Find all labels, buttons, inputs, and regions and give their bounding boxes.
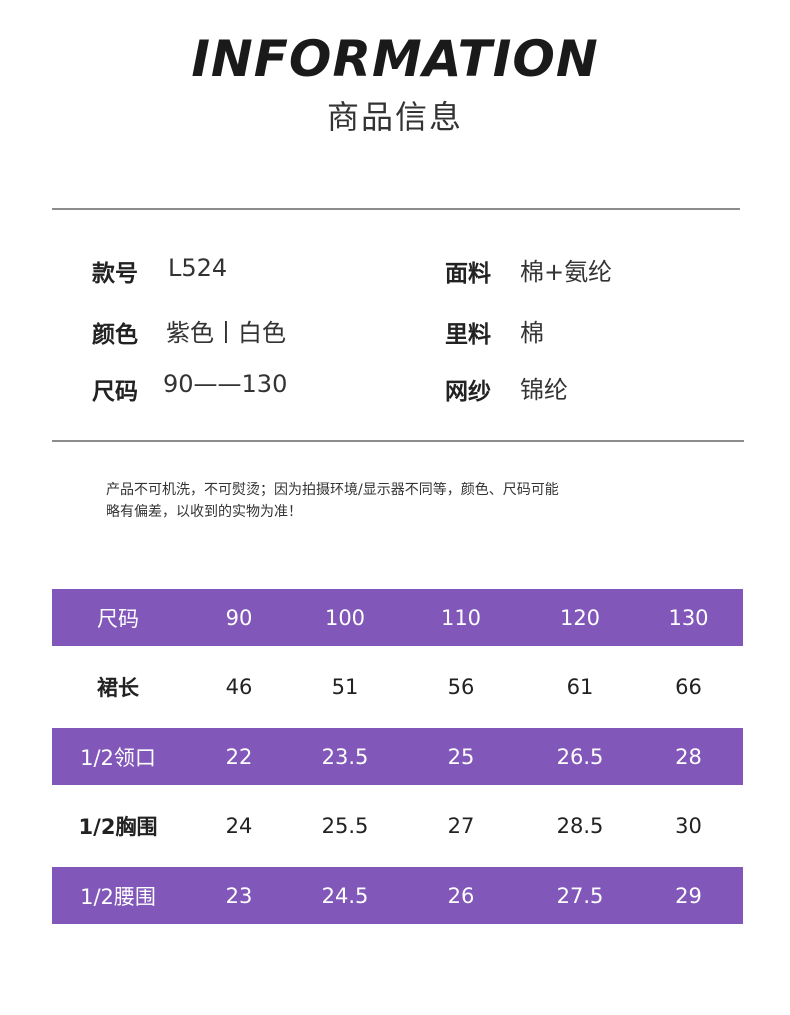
middle-divider [52, 440, 744, 442]
size-range-label: 尺码 [92, 379, 138, 405]
row-label: 1/2领口 [52, 728, 184, 785]
table-cell: 26.5 [526, 728, 634, 785]
fabric-label: 面料 [445, 261, 491, 287]
size-range-value: 90——130 [163, 370, 288, 398]
table-cell: 30 [675, 814, 702, 838]
table-cell: 24 [225, 814, 253, 838]
table-cell: 22 [184, 728, 294, 785]
top-divider [52, 208, 740, 210]
mesh-value: 锦纶 [520, 376, 568, 404]
table-cell: 23 [184, 867, 294, 924]
table-cell: 28 [634, 728, 743, 785]
table-cell: 130 [634, 589, 743, 646]
table-cell: 25 [396, 728, 526, 785]
table-row: 裙长 46 51 56 61 66 [52, 646, 743, 728]
table-row: 1/2领口 22 23.5 25 26.5 28 [52, 728, 743, 785]
table-cell: 61 [566, 675, 594, 699]
care-note-line-2: 略有偏差，以收到的实物为准！ [106, 504, 302, 520]
page-title: INFORMATION [191, 30, 599, 88]
table-cell: 56 [447, 675, 475, 699]
care-note: 产品不可机洗，不可熨烫；因为拍摄环境/显示器不同等，颜色、尺码可能 略有偏差，以… [106, 479, 666, 523]
color-label: 颜色 [92, 322, 138, 348]
style-no-value: L524 [168, 254, 228, 282]
table-cell: 26 [396, 867, 526, 924]
table-cell: 23.5 [294, 728, 396, 785]
row-label: 尺码 [52, 589, 184, 646]
table-cell: 90 [184, 589, 294, 646]
table-cell: 120 [526, 589, 634, 646]
row-label: 1/2腰围 [52, 867, 184, 924]
table-cell: 100 [294, 589, 396, 646]
size-table-header-row: 尺码 90 100 110 120 130 [52, 589, 743, 646]
table-cell: 46 [225, 675, 253, 699]
row-label: 1/2胸围 [78, 815, 158, 839]
table-cell: 25.5 [321, 814, 369, 838]
table-cell: 28.5 [556, 814, 604, 838]
size-table: 尺码 90 100 110 120 130 裙长 46 51 56 61 66 … [52, 589, 743, 924]
table-cell: 51 [331, 675, 359, 699]
table-row: 1/2腰围 23 24.5 26 27.5 29 [52, 867, 743, 924]
page-subtitle: 商品信息 [326, 98, 463, 136]
table-cell: 24.5 [294, 867, 396, 924]
style-no-label: 款号 [92, 261, 138, 287]
lining-value: 棉 [520, 319, 544, 347]
care-note-line-1: 产品不可机洗，不可熨烫；因为拍摄环境/显示器不同等，颜色、尺码可能 [106, 482, 559, 498]
table-cell: 27 [447, 814, 475, 838]
row-label: 裙长 [97, 676, 139, 700]
fabric-value: 棉+氨纶 [520, 258, 613, 286]
mesh-label: 网纱 [445, 379, 491, 405]
lining-label: 里料 [445, 322, 491, 348]
table-cell: 27.5 [526, 867, 634, 924]
table-cell: 110 [396, 589, 526, 646]
table-cell: 66 [675, 675, 702, 699]
table-row: 1/2胸围 24 25.5 27 28.5 30 [52, 785, 743, 867]
table-cell: 29 [634, 867, 743, 924]
color-value: 紫色丨白色 [166, 319, 286, 347]
